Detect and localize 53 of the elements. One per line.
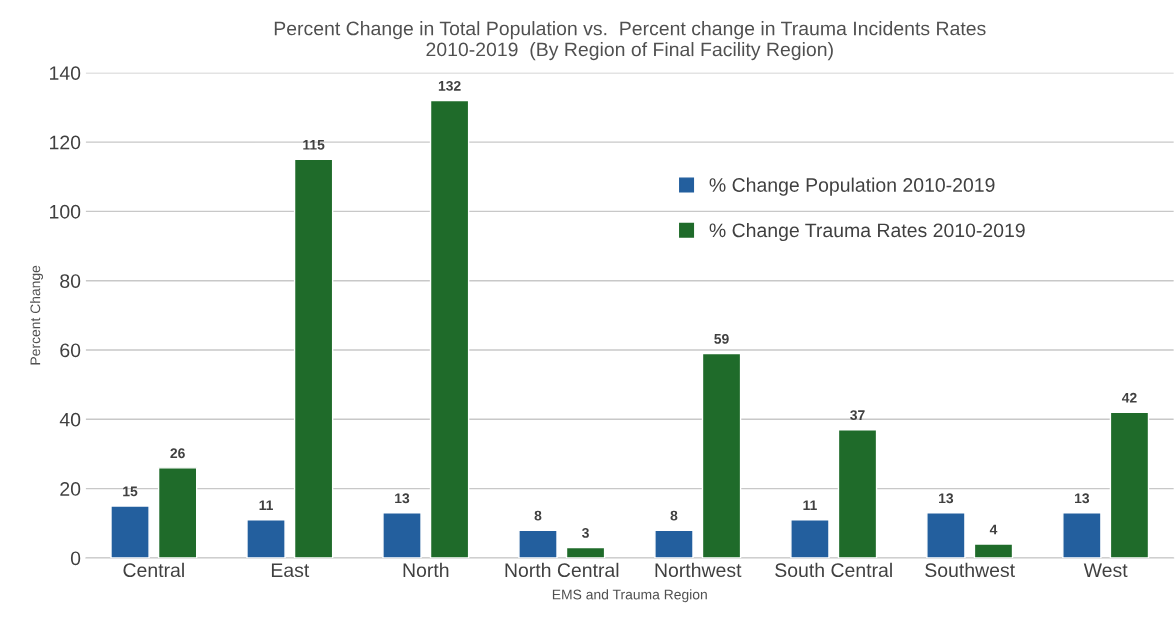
data-label: 11 xyxy=(803,500,817,510)
bar xyxy=(293,158,334,558)
bar xyxy=(246,519,286,558)
bar xyxy=(565,546,606,558)
bar xyxy=(790,519,830,558)
data-label: 15 xyxy=(123,486,138,497)
bar xyxy=(157,467,198,558)
y-tick-label: 100 xyxy=(50,204,81,219)
x-tick-label: West xyxy=(1083,563,1128,578)
data-label: 8 xyxy=(534,510,542,521)
y-tick-label: 60 xyxy=(60,343,81,358)
bar xyxy=(1062,512,1102,558)
y-tick-label: 0 xyxy=(70,551,81,566)
data-label: 59 xyxy=(714,333,729,344)
data-label: 11 xyxy=(259,500,273,510)
bar xyxy=(110,505,150,558)
y-tick-label: 40 xyxy=(59,412,81,427)
data-label: 37 xyxy=(850,410,865,421)
chart-title: Percent Change in Total Population vs. Percent change in Trauma Incidents Rates 2010-2019 (By Region of Final Facility Region) xyxy=(274,21,986,61)
bar xyxy=(518,529,558,558)
x-tick-label: South Central xyxy=(775,562,892,578)
bar xyxy=(654,529,694,558)
bar xyxy=(1109,411,1150,558)
bar xyxy=(837,429,878,558)
y-tick-label: 140 xyxy=(50,66,81,81)
data-label: 132 xyxy=(438,80,461,91)
bar xyxy=(926,512,966,558)
bar xyxy=(382,512,422,558)
bar xyxy=(973,543,1014,558)
data-label: 13 xyxy=(1075,493,1090,504)
x-tick-label: North Central xyxy=(505,562,619,578)
x-tick-label: Central xyxy=(123,562,184,578)
data-label: 8 xyxy=(670,510,678,521)
data-label: 26 xyxy=(170,448,185,459)
x-axis-title: EMS and Trauma Region xyxy=(552,589,707,603)
y-tick-label: 20 xyxy=(60,482,81,496)
data-label: 3 xyxy=(582,528,589,538)
x-tick-label: East xyxy=(271,563,310,578)
y-axis-title: Percent Change xyxy=(30,265,43,365)
x-tick-label: Northwest xyxy=(655,562,742,578)
data-label: 4 xyxy=(989,524,998,535)
bar xyxy=(701,352,742,558)
data-label: 13 xyxy=(395,493,410,504)
legend-label: % Change Trauma Rates 2010-2019 xyxy=(709,222,1025,242)
bar xyxy=(429,99,470,558)
data-label: 42 xyxy=(1121,392,1137,403)
x-tick-label: Southwest xyxy=(925,562,1015,578)
y-tick-label: 120 xyxy=(50,135,81,150)
data-label: 115 xyxy=(303,140,325,150)
y-tick-label: 80 xyxy=(60,274,81,288)
x-tick-label: North xyxy=(403,562,449,578)
data-label: 13 xyxy=(939,493,954,504)
legend-label: % Change Population 2010-2019 xyxy=(709,177,995,196)
